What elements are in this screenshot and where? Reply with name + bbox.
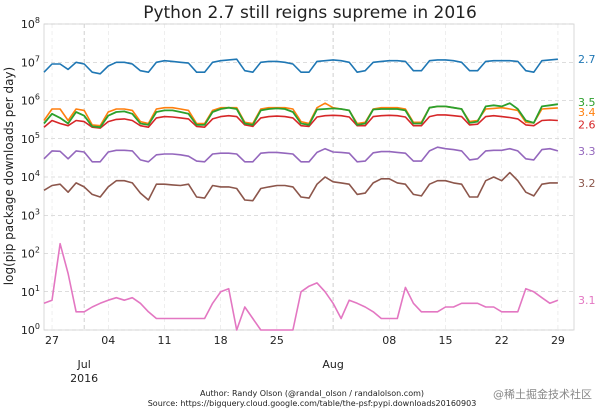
x-tick-label: 22 <box>495 334 509 347</box>
y-tick-base: 10 <box>21 248 35 261</box>
x-tick-label: 08 <box>382 334 396 347</box>
y-tick-base: 10 <box>21 56 35 69</box>
series-line-3-1 <box>43 242 559 331</box>
y-tick-exponent: 2 <box>35 246 40 255</box>
series-label-2-6: 2.6 <box>578 119 596 132</box>
y-tick-exponent: 8 <box>35 16 40 25</box>
series-label-3-1: 3.1 <box>578 294 596 307</box>
series-label-3-4: 3.4 <box>578 106 596 119</box>
y-tick-base: 10 <box>21 286 35 299</box>
y-tick-base: 10 <box>21 95 35 108</box>
y-tick-exponent: 7 <box>35 54 40 63</box>
series-label-2-7: 2.7 <box>578 53 596 66</box>
series-line-2-7 <box>43 58 558 75</box>
x-major-tick-label: Aug <box>322 358 343 371</box>
series-line-2-6 <box>43 114 558 129</box>
x-tick-label: 15 <box>439 334 453 347</box>
watermark: @稀土掘金技术社区 <box>493 387 592 401</box>
y-tick-base: 10 <box>21 209 35 222</box>
y-tick-label: 101 <box>21 284 40 299</box>
series-line-3-5 <box>43 102 559 129</box>
series-layer <box>43 58 559 331</box>
y-tick-exponent: 4 <box>35 169 40 178</box>
y-tick-exponent: 1 <box>35 284 40 293</box>
y-tick-exponent: 0 <box>35 322 40 331</box>
y-tick-base: 10 <box>21 171 35 184</box>
x-tick-label: 27 <box>45 334 59 347</box>
y-tick-label: 105 <box>21 131 40 146</box>
chart-title: Python 2.7 still reigns supreme in 2016 <box>143 3 477 23</box>
x-tick-label: 04 <box>101 334 115 347</box>
y-tick-label: 102 <box>21 246 40 261</box>
y-tick-label: 106 <box>21 93 40 108</box>
y-tick-label: 104 <box>21 169 40 184</box>
y-tick-base: 10 <box>21 324 35 337</box>
plot-area <box>43 23 575 331</box>
y-axis-label: log(pip package downloads per day) <box>2 67 16 285</box>
source-credit: Source: https://bigquery.cloud.google.co… <box>148 399 477 408</box>
x-major-tick-label: Jul <box>77 358 91 371</box>
series-labels: 3.1 3.2 3.3 2.63.43.5 2.7 <box>578 53 596 307</box>
y-tick-base: 10 <box>21 18 35 31</box>
y-tick-label: 107 <box>21 54 40 69</box>
y-tick-label: 103 <box>21 207 40 222</box>
series-line-3-3 <box>43 146 559 163</box>
series-label-3-5: 3.5 <box>578 96 596 109</box>
x-tick-label: 11 <box>157 334 171 347</box>
y-tick-base: 10 <box>21 133 35 146</box>
series-line-3-4 <box>43 102 558 127</box>
plot-border <box>43 23 575 331</box>
y-tick-label: 108 <box>21 16 40 31</box>
x-tick-label: 29 <box>551 334 565 347</box>
y-tick-label: 100 <box>21 322 40 337</box>
x-major-tick-year: 2016 <box>70 372 98 385</box>
y-tick-exponent: 3 <box>35 207 40 216</box>
x-tick-label: 18 <box>214 334 228 347</box>
x-tick-label: 25 <box>270 334 284 347</box>
y-tick-exponent: 5 <box>35 131 40 140</box>
author-credit: Author: Randy Olson (@randal_olson / ran… <box>200 389 424 398</box>
series-label-3-3: 3.3 <box>578 145 596 158</box>
y-tick-exponent: 6 <box>35 93 40 102</box>
series-line-3-2 <box>43 171 558 202</box>
series-label-3-2: 3.2 <box>578 177 596 190</box>
